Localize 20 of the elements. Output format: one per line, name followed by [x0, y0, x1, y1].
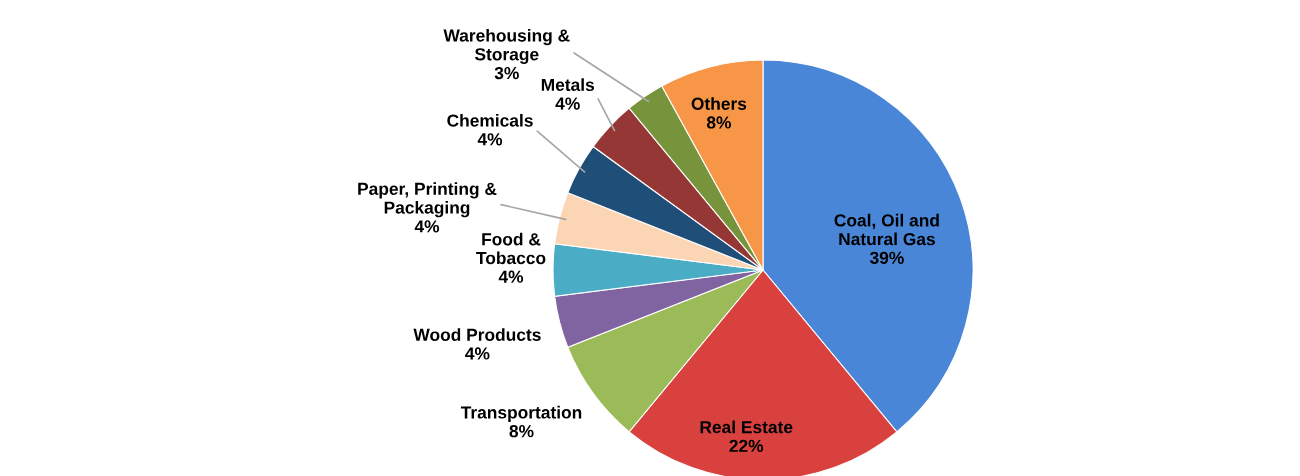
- data-label: 4%: [477, 133, 503, 146]
- data-label: 39%: [869, 251, 904, 264]
- slice-label: Others: [691, 97, 747, 110]
- data-label: 8%: [509, 425, 534, 438]
- slice-label: Paper, Printing & Packaging: [358, 182, 497, 218]
- data-label: 4%: [498, 270, 524, 283]
- data-label: 3%: [494, 66, 519, 80]
- slice-label: Warehousing & Storage: [443, 28, 570, 64]
- slice-label: Food & Tobacco: [476, 232, 546, 265]
- slice-label: Transportation: [460, 405, 582, 423]
- slice-label: Real Estate: [700, 420, 793, 434]
- data-label: 4%: [555, 97, 580, 110]
- slice-label: Metals: [541, 78, 595, 92]
- data-label: 4%: [414, 220, 440, 233]
- slice-label: Wood Products: [413, 328, 541, 341]
- data-label: 4%: [465, 347, 490, 360]
- data-label: 22%: [729, 439, 764, 452]
- data-label: 8%: [706, 116, 731, 129]
- slice-label: Chemicals: [447, 113, 533, 127]
- slice-label: Coal, Oil and Natural Gas: [834, 213, 939, 246]
